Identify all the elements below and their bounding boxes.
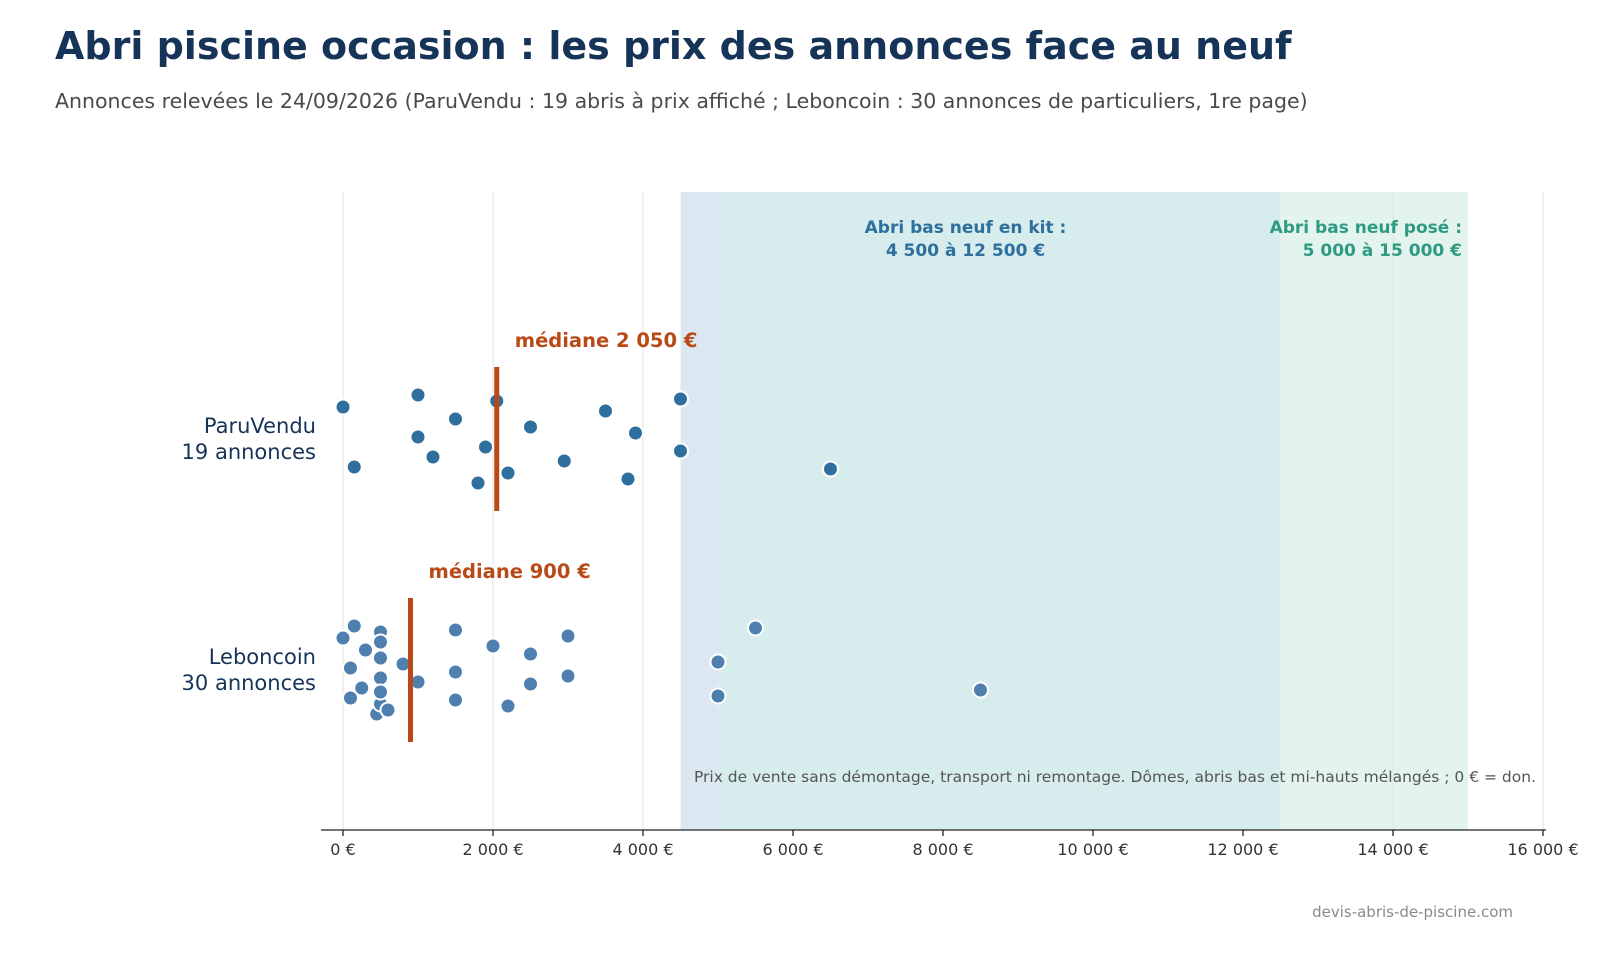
data-point	[555, 452, 573, 470]
data-point	[972, 681, 989, 699]
band-labels: Abri bas neuf en kit : 4 500 à 12 500 € Ab…	[865, 218, 1462, 261]
data-point	[372, 649, 389, 667]
data-point	[484, 637, 502, 655]
band-kit-only	[680, 192, 718, 830]
data-point	[372, 669, 389, 687]
band-label-kit-range: 4 500 à 12 500 €	[886, 241, 1045, 261]
data-point	[747, 619, 764, 637]
reference-bands	[680, 192, 1468, 830]
series-paruvendu	[334, 386, 839, 492]
data-point	[342, 659, 359, 677]
median-label: médiane 2 050 €	[515, 329, 698, 352]
data-point	[334, 629, 352, 647]
data-point	[447, 621, 464, 639]
data-point	[342, 689, 359, 707]
category-label-count: 30 annonces	[182, 671, 316, 695]
band-label-kit-title: Abri bas neuf en kit :	[865, 218, 1067, 238]
x-tick-label: 10 000 €	[1057, 840, 1128, 859]
data-point	[409, 386, 427, 404]
data-point	[447, 663, 464, 681]
data-point	[372, 633, 389, 651]
data-point	[334, 398, 352, 416]
category-label-count: 19 annonces	[182, 440, 316, 464]
data-point	[357, 641, 374, 659]
data-point	[597, 402, 614, 420]
data-point	[345, 617, 363, 635]
data-point	[424, 448, 442, 466]
data-point	[345, 458, 363, 476]
x-tick-label: 6 000 €	[762, 840, 823, 859]
source-credit: devis-abris-de-piscine.com	[1312, 903, 1513, 921]
data-point	[822, 460, 839, 478]
data-point	[499, 464, 517, 482]
data-point	[522, 418, 539, 436]
data-point	[447, 410, 464, 428]
x-tick-label: 2 000 €	[462, 840, 523, 859]
data-point	[372, 683, 389, 701]
x-tick-label: 12 000 €	[1207, 840, 1278, 859]
x-tick-label: 0 €	[330, 840, 355, 859]
data-point	[522, 645, 539, 663]
data-point	[672, 390, 689, 408]
category-label-name: Leboncoin	[209, 645, 316, 669]
data-point	[672, 442, 689, 460]
data-point	[709, 687, 727, 705]
data-point	[353, 679, 371, 697]
data-point	[409, 428, 427, 446]
data-point	[522, 675, 539, 693]
data-point	[559, 627, 577, 645]
data-point	[627, 424, 644, 442]
median-label: médiane 900 €	[429, 560, 591, 583]
data-point	[477, 438, 494, 456]
data-point	[619, 470, 637, 488]
data-point	[379, 701, 397, 719]
chart-footnote: Prix de vente sans démontage, transport …	[694, 768, 1536, 786]
chart-title: Abri piscine occasion : les prix des ann…	[55, 24, 1292, 68]
data-point	[469, 474, 487, 492]
x-tick-label: 4 000 €	[612, 840, 673, 859]
x-tick-label: 16 000 €	[1507, 840, 1578, 859]
data-point	[559, 667, 577, 685]
medians: médiane 2 050 € médiane 900 €	[408, 329, 698, 742]
band-pose-only	[1280, 192, 1468, 830]
category-label-name: ParuVendu	[204, 414, 316, 438]
x-tick-label: 14 000 €	[1357, 840, 1428, 859]
chart-subtitle: Annonces relevées le 24/09/2026 (ParuVen…	[55, 89, 1308, 113]
gridlines	[342, 192, 1544, 830]
data-point	[709, 653, 727, 671]
band-kit-pose-overlap	[718, 192, 1281, 830]
band-label-pose-title: Abri bas neuf posé :	[1270, 218, 1462, 238]
data-points	[334, 386, 989, 723]
x-axis: 0 € 2 000 € 4 000 € 6 000 € 8 000 € 10 000 € 1…	[321, 829, 1579, 859]
series-leboncoin	[334, 617, 989, 723]
data-point	[499, 697, 517, 715]
x-tick-label: 8 000 €	[912, 840, 973, 859]
data-point	[447, 691, 464, 709]
band-label-pose-range: 5 000 à 15 000 €	[1303, 241, 1462, 261]
